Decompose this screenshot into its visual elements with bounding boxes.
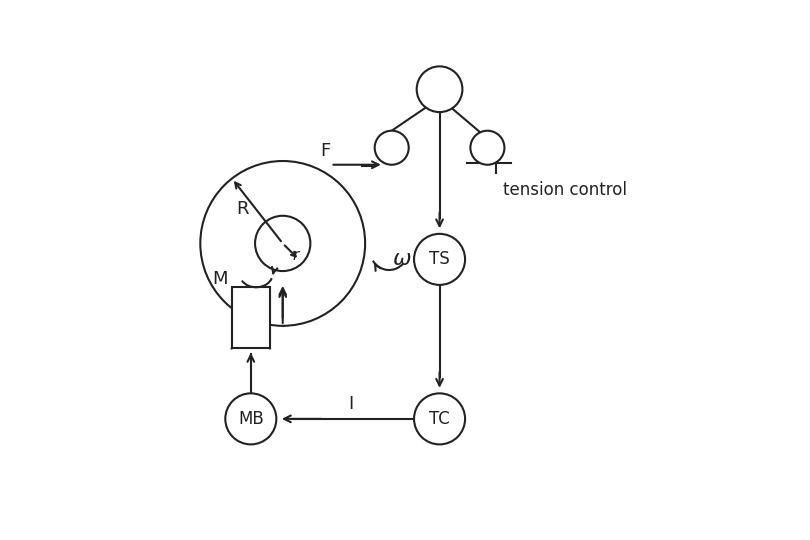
Text: TS: TS [429,251,450,268]
Circle shape [255,216,310,271]
Circle shape [416,66,463,112]
Circle shape [375,131,409,165]
Text: I: I [347,395,353,413]
Circle shape [471,131,505,165]
Text: M: M [212,271,228,288]
Text: MB: MB [238,410,264,428]
Text: R: R [237,200,249,218]
Text: $\omega$: $\omega$ [392,249,411,269]
Circle shape [225,393,276,444]
Bar [232,287,270,348]
Text: tension control: tension control [503,181,628,199]
Text: r: r [293,248,299,262]
Circle shape [414,234,465,285]
Circle shape [414,393,465,444]
Text: TC: TC [429,410,450,428]
Circle shape [200,161,365,326]
Text: F: F [320,143,330,160]
